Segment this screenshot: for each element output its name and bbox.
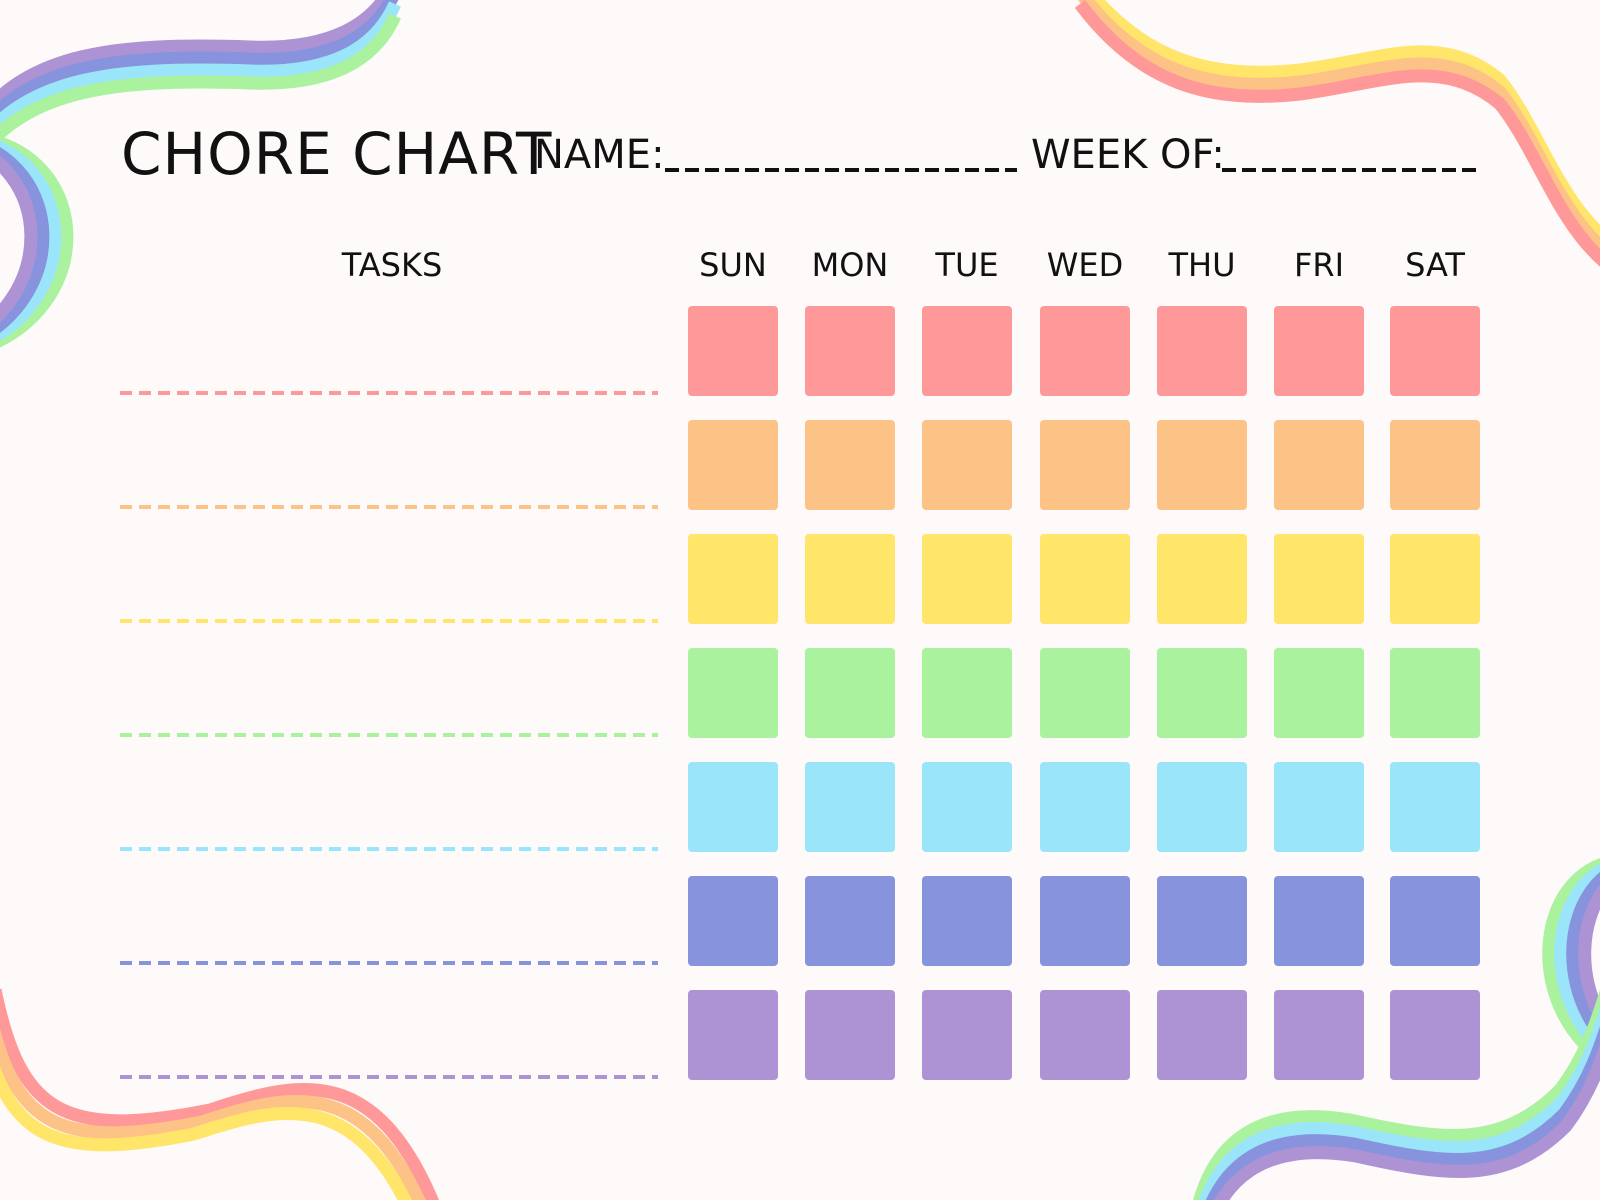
checkbox-wed-row-7[interactable] [1040, 990, 1130, 1080]
task-line[interactable] [120, 733, 658, 737]
task-line[interactable] [120, 1075, 658, 1079]
checkbox-thu-row-1[interactable] [1157, 306, 1247, 396]
rainbow-left [0, 136, 74, 348]
week-of-field[interactable] [1222, 168, 1482, 172]
checkbox-tue-row-1[interactable] [922, 306, 1012, 396]
rainbow-bottom-left [0, 1028, 426, 1200]
rainbow-bottom-left [0, 988, 439, 1200]
checkbox-tue-row-2[interactable] [922, 420, 1012, 510]
task-line[interactable] [120, 391, 658, 395]
checkbox-sun-row-6[interactable] [688, 876, 778, 966]
rainbow-top-left [0, 1, 401, 130]
checkbox-mon-row-6[interactable] [805, 876, 895, 966]
checkbox-mon-row-5[interactable] [805, 762, 895, 852]
checkbox-thu-row-4[interactable] [1157, 648, 1247, 738]
day-header-wed: WED [1046, 246, 1124, 284]
checkbox-wed-row-1[interactable] [1040, 306, 1130, 396]
checkbox-sat-row-2[interactable] [1390, 420, 1480, 510]
day-header-mon: MON [811, 246, 889, 284]
rainbow-top-left [0, 0, 392, 106]
rainbow-bottom-right [1198, 1008, 1600, 1200]
checkbox-sat-row-5[interactable] [1390, 762, 1480, 852]
day-header-fri: FRI [1293, 246, 1345, 284]
checkbox-wed-row-2[interactable] [1040, 420, 1130, 510]
checkbox-mon-row-4[interactable] [805, 648, 895, 738]
rainbow-top-left [0, 0, 399, 118]
page-title: CHORE CHART [121, 120, 553, 188]
checkbox-wed-row-4[interactable] [1040, 648, 1130, 738]
checkbox-wed-row-5[interactable] [1040, 762, 1130, 852]
rainbow-bottom-right [1205, 1026, 1600, 1200]
checkbox-thu-row-3[interactable] [1157, 534, 1247, 624]
rainbow-top-left [0, 13, 401, 142]
checkbox-tue-row-7[interactable] [922, 990, 1012, 1080]
checkbox-fri-row-4[interactable] [1274, 648, 1364, 738]
rainbow-bottom-right [1193, 989, 1600, 1200]
checkbox-sat-row-7[interactable] [1390, 990, 1480, 1080]
checkbox-mon-row-2[interactable] [805, 420, 895, 510]
checkbox-mon-row-7[interactable] [805, 990, 895, 1080]
checkbox-sun-row-5[interactable] [688, 762, 778, 852]
day-header-sun: SUN [699, 246, 767, 284]
checkbox-mon-row-1[interactable] [805, 306, 895, 396]
checkbox-thu-row-5[interactable] [1157, 762, 1247, 852]
checkbox-sat-row-4[interactable] [1390, 648, 1480, 738]
checkbox-fri-row-2[interactable] [1274, 420, 1364, 510]
rainbow-bottom-left [0, 1066, 412, 1200]
name-label: NAME: [534, 132, 665, 178]
checkbox-tue-row-5[interactable] [922, 762, 1012, 852]
checkbox-sun-row-7[interactable] [688, 990, 778, 1080]
checkbox-thu-row-7[interactable] [1157, 990, 1247, 1080]
week-of-label: WEEK OF: [1031, 132, 1225, 178]
day-header-thu: THU [1168, 246, 1236, 284]
checkbox-sun-row-3[interactable] [688, 534, 778, 624]
checkbox-sun-row-4[interactable] [688, 648, 778, 738]
rainbow-top-right [1074, 0, 1600, 267]
task-line[interactable] [120, 619, 658, 623]
rainbow-bottom-right-loop [1578, 884, 1600, 1028]
task-line[interactable] [120, 847, 658, 851]
checkbox-tue-row-6[interactable] [922, 876, 1012, 966]
checkbox-wed-row-3[interactable] [1040, 534, 1130, 624]
task-line[interactable] [120, 505, 658, 509]
checkbox-sun-row-1[interactable] [688, 306, 778, 396]
checkbox-sat-row-3[interactable] [1390, 534, 1480, 624]
rainbow-left [0, 147, 50, 333]
checkbox-sat-row-6[interactable] [1390, 876, 1480, 966]
checkbox-mon-row-3[interactable] [805, 534, 895, 624]
checkbox-thu-row-6[interactable] [1157, 876, 1247, 966]
checkbox-sun-row-2[interactable] [688, 420, 778, 510]
checkbox-tue-row-4[interactable] [922, 648, 1012, 738]
checkbox-fri-row-3[interactable] [1274, 534, 1364, 624]
rainbow-bottom-right [1214, 1044, 1600, 1200]
checkbox-fri-row-1[interactable] [1274, 306, 1364, 396]
rainbow-left [0, 155, 38, 323]
tasks-header: TASKS [341, 246, 443, 284]
checkbox-fri-row-6[interactable] [1274, 876, 1364, 966]
rainbow-bottom-right-loop [1566, 872, 1600, 1044]
task-line[interactable] [120, 961, 658, 965]
checkbox-fri-row-7[interactable] [1274, 990, 1364, 1080]
day-header-tue: TUE [935, 246, 999, 284]
checkbox-tue-row-3[interactable] [922, 534, 1012, 624]
checkbox-wed-row-6[interactable] [1040, 876, 1130, 966]
checkbox-thu-row-2[interactable] [1157, 420, 1247, 510]
rainbow-left [0, 140, 62, 341]
name-field[interactable] [665, 168, 1017, 172]
checkbox-sat-row-1[interactable] [1390, 306, 1480, 396]
day-header-sat: SAT [1405, 246, 1465, 284]
checkbox-fri-row-5[interactable] [1274, 762, 1364, 852]
